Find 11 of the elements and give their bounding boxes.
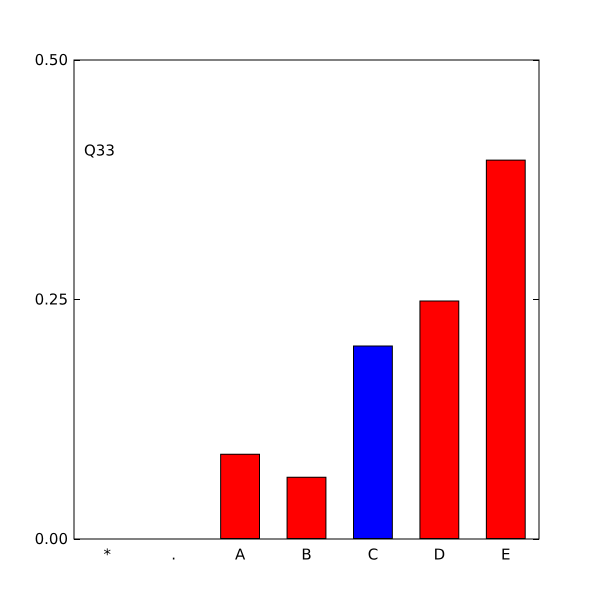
x-tick-label: A <box>234 546 246 564</box>
annotation: Q33 <box>84 142 115 160</box>
y-tick-label: 0.50 <box>34 51 68 69</box>
x-tick-label: B <box>301 546 312 564</box>
x-tick-label: D <box>434 546 446 564</box>
x-tick-label: E <box>501 546 511 564</box>
x-tick-label: * <box>103 546 112 564</box>
x-tick-label: . <box>171 546 176 564</box>
y-tick-label: 0.00 <box>34 530 68 548</box>
y-tick-label: 0.25 <box>34 290 68 308</box>
x-tick-label: C <box>368 546 378 564</box>
